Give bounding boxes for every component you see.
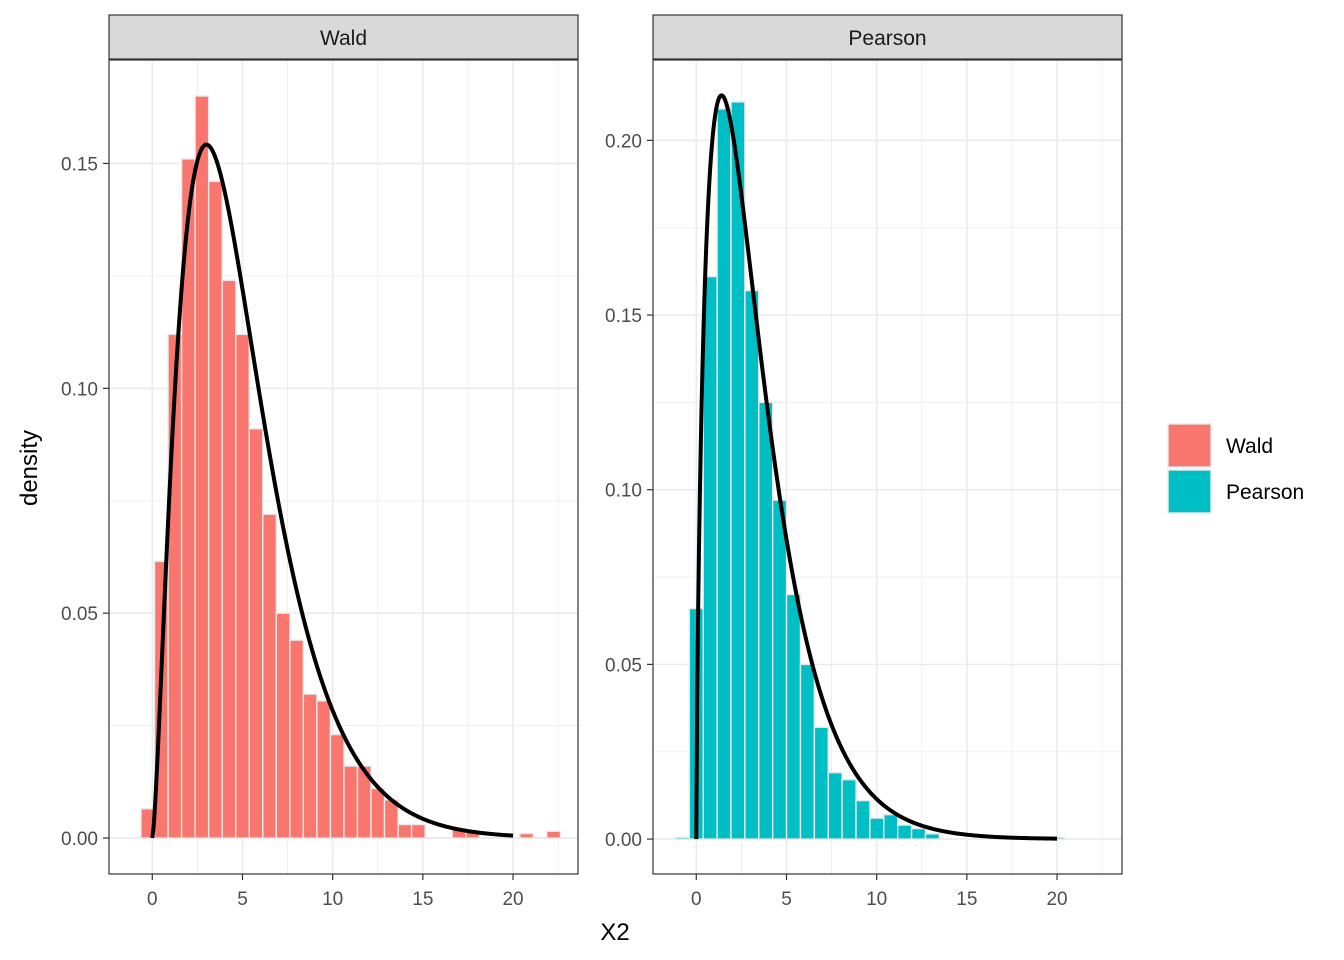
- histogram-bar: [799, 663, 816, 840]
- x-tick-label: 10: [322, 889, 343, 910]
- y-tick-label: 0.05: [605, 655, 642, 676]
- histogram-bar: [813, 726, 829, 840]
- histogram-bar: [248, 428, 264, 839]
- histogram-bar: [316, 700, 332, 839]
- y-tick-label: 0.00: [61, 829, 98, 850]
- x-tick-label: 10: [866, 889, 887, 910]
- histogram-bar: [841, 778, 857, 840]
- density-curve: [694, 93, 1059, 841]
- x-tick-label: 0: [147, 889, 158, 910]
- x-axis-title: X2: [600, 919, 629, 946]
- legend-key-wald: [1167, 423, 1212, 468]
- histogram-bar: [275, 612, 291, 839]
- histogram-bar: [546, 830, 562, 839]
- histogram-bar: [896, 824, 913, 840]
- histogram-bar: [262, 513, 278, 839]
- legend: Wald Pearson: [1167, 423, 1304, 514]
- histogram-bar: [302, 693, 318, 839]
- histogram-bar: [674, 836, 691, 840]
- density-curve: [150, 142, 515, 839]
- histogram-bar: [702, 275, 718, 840]
- histogram-bar: [329, 733, 345, 839]
- y-tick-label: 0.05: [61, 604, 98, 625]
- x-tick-label: 0: [691, 889, 702, 910]
- histogram-bar: [235, 333, 250, 839]
- y-tick-label: 0.10: [605, 481, 642, 502]
- histogram-bar: [827, 771, 843, 840]
- histogram-bar: [883, 813, 899, 840]
- x-tick-label: 5: [237, 889, 248, 910]
- legend-key-pearson: [1167, 469, 1212, 514]
- histogram-bar: [221, 279, 237, 839]
- histogram-bar: [910, 827, 927, 840]
- histogram-bar: [924, 833, 941, 840]
- histogram-bar: [410, 823, 426, 839]
- y-tick-label: 0.15: [605, 306, 642, 327]
- panel-wald: Wald 0.00 0.05 0.10 0.15 0 5 10 15 20: [61, 14, 579, 910]
- legend-label: Wald: [1226, 435, 1273, 458]
- y-tick-label: 0.10: [61, 379, 98, 400]
- panel-pearson: Pearson 0.00 0.05 0.10 0.15 0.20 0 5 10 15 20: [605, 14, 1123, 910]
- y-axis-title: density: [16, 430, 43, 506]
- x-tick-label: 20: [502, 889, 523, 910]
- facet-strip-label: Wald: [320, 27, 367, 50]
- histogram-bar: [855, 799, 871, 840]
- facet-strip: [652, 14, 1123, 60]
- y-tick-label: 0.15: [61, 154, 98, 175]
- y-tick-label: 0.00: [605, 830, 642, 851]
- histogram-bar: [716, 108, 732, 840]
- histogram-bar: [519, 832, 535, 839]
- histogram-bar: [758, 401, 774, 840]
- histogram-bar: [207, 180, 223, 839]
- x-tick-label: 5: [781, 889, 792, 910]
- facet-strip: [108, 14, 579, 60]
- histogram-bar: [771, 499, 788, 840]
- x-tick-label: 15: [412, 889, 433, 910]
- histogram-bar: [289, 639, 305, 839]
- histogram-bar: [343, 765, 359, 839]
- x-tick-label: 15: [956, 889, 977, 910]
- facet-strip-label: Pearson: [848, 27, 926, 50]
- histogram-bar: [744, 289, 760, 840]
- histogram-bar: [397, 823, 413, 839]
- panel-border: [108, 59, 579, 875]
- x-tick-label: 20: [1046, 889, 1067, 910]
- y-tick-label: 0.20: [605, 131, 642, 152]
- histogram-bar: [194, 95, 210, 839]
- legend-label: Pearson: [1226, 481, 1304, 504]
- histogram-bar: [785, 593, 802, 840]
- histogram-bar: [869, 817, 885, 840]
- panel-border: [652, 59, 1123, 875]
- histogram-bar: [370, 787, 386, 839]
